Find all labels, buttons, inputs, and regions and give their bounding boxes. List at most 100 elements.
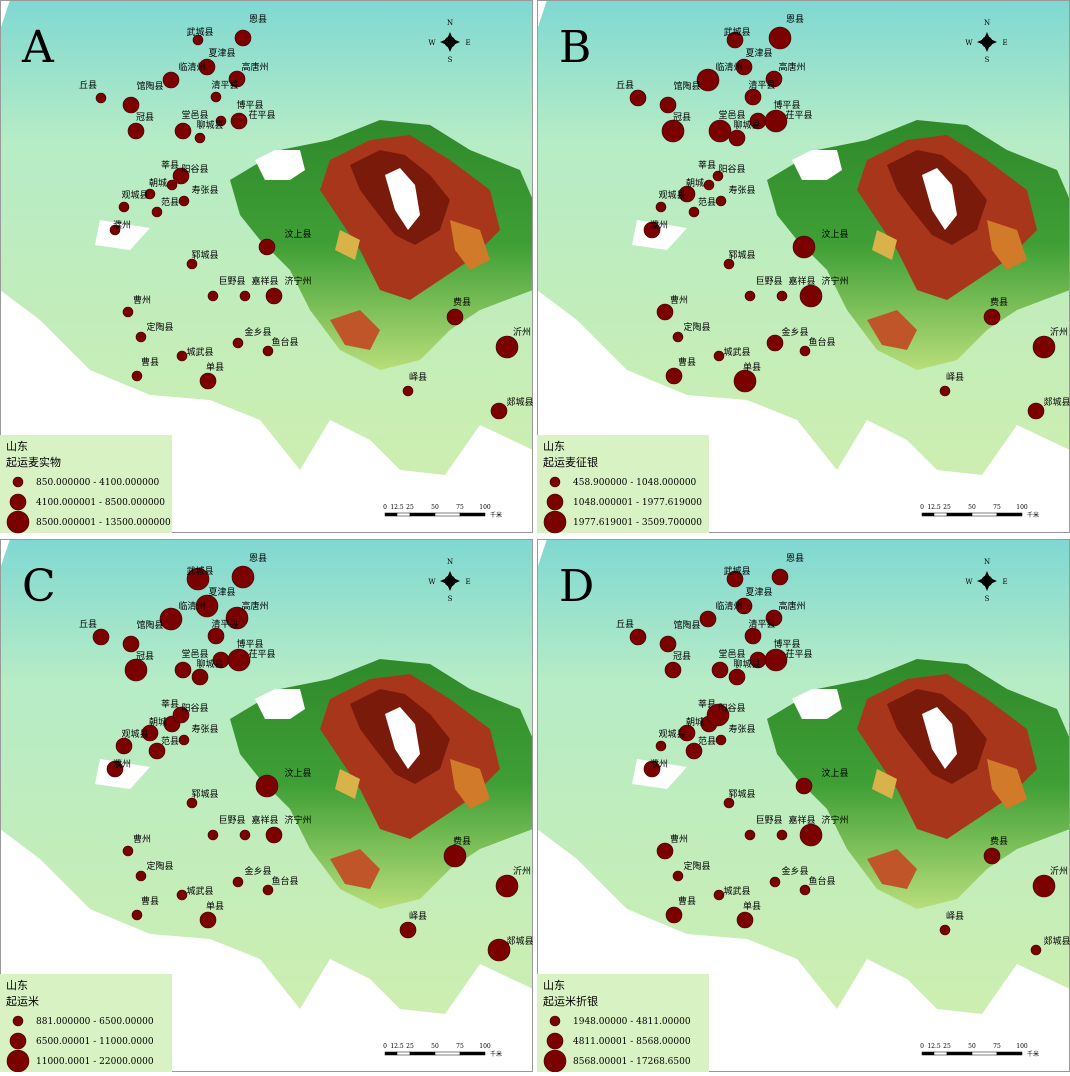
place-label: 博平县 (773, 99, 800, 111)
place-label: 朝城 (686, 717, 704, 728)
legend-subtitle: 起运米折银 (543, 994, 598, 1008)
place-symbol (136, 871, 146, 881)
place-label: 定陶县 (146, 860, 173, 872)
place-label: 茌平县 (785, 649, 812, 660)
place-label: 嘉祥县 (251, 275, 278, 287)
legend-symbol (547, 494, 563, 510)
place-label: 巨野县 (755, 815, 782, 826)
place-label: 冠县 (673, 651, 691, 662)
place-symbol (96, 93, 106, 103)
scale-segment (385, 513, 397, 516)
place-label: 高唐州 (778, 61, 805, 73)
place-symbol (716, 196, 726, 206)
place-label: 临清州 (715, 600, 742, 612)
place-symbol (770, 877, 780, 887)
place-symbol (769, 27, 791, 49)
legend-symbol (544, 511, 566, 533)
place-label: 巨野县 (218, 815, 245, 826)
place-label: 堂邑县 (718, 648, 745, 660)
place-symbol (231, 113, 247, 129)
place-symbol (192, 669, 208, 685)
compass-label: S (448, 56, 453, 64)
place-symbol (772, 569, 788, 585)
place-label: 金乡县 (244, 865, 271, 877)
legend-symbol (10, 494, 26, 510)
map-panel: ANSWE武城县恩县夏津县临清州高唐州丘县馆陶县清平县博平县茌平县冠县堂邑县聊城… (0, 0, 534, 533)
legend-class-label: 881.000000 - 6500.00000 (36, 1017, 154, 1027)
map-panel: CNSWE武城县恩县夏津县临清州高唐州丘县馆陶县清平县博平县茌平县冠县堂邑县聊城… (0, 539, 534, 1072)
place-label: 曹州 (133, 294, 151, 306)
place-label: 馆陶县 (136, 80, 163, 92)
place-label: 武城县 (723, 26, 750, 38)
scale-unit: 千米 (1027, 511, 1039, 519)
place-symbol (266, 827, 282, 843)
place-label: 清平县 (211, 618, 238, 630)
place-label: 冠县 (673, 112, 691, 123)
place-label: 济宁州 (821, 814, 848, 826)
scale-segment (460, 1052, 485, 1055)
compass-label: W (965, 39, 973, 47)
scale-segment (934, 513, 947, 516)
place-label: 丘县 (79, 619, 97, 630)
place-label: 城武县 (723, 885, 750, 897)
place-symbol (734, 370, 756, 392)
scale-tick-label: 0 (920, 1043, 924, 1050)
place-symbol (208, 628, 224, 644)
place-label: 费县 (990, 835, 1008, 847)
compass-label: W (428, 39, 436, 47)
place-label: 郯城县 (506, 396, 533, 408)
place-label: 高唐州 (778, 600, 805, 612)
place-label: 费县 (453, 296, 471, 308)
place-label: 清平县 (748, 79, 775, 91)
place-label: 清平县 (748, 618, 775, 630)
place-label: 博平县 (236, 638, 263, 650)
place-label: 阳谷县 (718, 703, 745, 714)
place-label: 沂州 (513, 865, 531, 877)
place-label: 观城县 (121, 190, 148, 201)
place-symbol (208, 291, 218, 301)
scale-tick-label: 12.5 (390, 504, 404, 511)
place-label: 丘县 (79, 80, 97, 91)
place-symbol (729, 669, 745, 685)
place-symbol (689, 207, 699, 217)
place-symbol (123, 97, 139, 113)
place-label: 郓城县 (728, 250, 755, 261)
legend-symbol (7, 511, 29, 533)
scale-segment (922, 513, 934, 516)
place-symbol (800, 824, 822, 846)
scale-tick-label: 50 (431, 504, 439, 511)
place-symbol (175, 662, 191, 678)
place-symbol (800, 285, 822, 307)
place-label: 武城县 (723, 565, 750, 577)
place-label: 汶上县 (821, 228, 848, 240)
place-symbol (745, 291, 755, 301)
place-symbol (1031, 945, 1041, 955)
figure: ANSWE武城县恩县夏津县临清州高唐州丘县馆陶县清平县博平县茌平县冠县堂邑县聊城… (0, 0, 1070, 1072)
scale-segment (460, 513, 485, 516)
panel-letter: C (22, 561, 56, 612)
place-symbol (665, 662, 681, 678)
compass-label: N (984, 558, 990, 566)
place-label: 郯城县 (1043, 396, 1070, 408)
place-label: 临清州 (178, 61, 205, 73)
place-label: 临清州 (715, 61, 742, 73)
place-label: 阳谷县 (181, 703, 208, 714)
scale-unit: 千米 (490, 511, 502, 519)
place-symbol (211, 92, 221, 102)
scale-tick-label: 25 (943, 1043, 951, 1050)
place-symbol (116, 738, 132, 754)
page: ANSWE武城县恩县夏津县临清州高唐州丘县馆陶县清平县博平县茌平县冠县堂邑县聊城… (0, 0, 1070, 1076)
place-label: 丘县 (616, 80, 634, 91)
place-symbol (208, 830, 218, 840)
scale-tick-label: 12.5 (390, 1043, 404, 1050)
place-label: 单县 (743, 361, 761, 373)
place-symbol (93, 629, 109, 645)
place-label: 巨野县 (218, 276, 245, 287)
place-symbol (673, 871, 683, 881)
place-label: 单县 (743, 900, 761, 912)
scale-tick-label: 25 (406, 504, 414, 511)
legend-symbol (547, 1033, 563, 1049)
place-label: 费县 (453, 835, 471, 847)
legend: 山东起运米881.000000 - 6500.000006500.00001 -… (0, 974, 172, 1072)
